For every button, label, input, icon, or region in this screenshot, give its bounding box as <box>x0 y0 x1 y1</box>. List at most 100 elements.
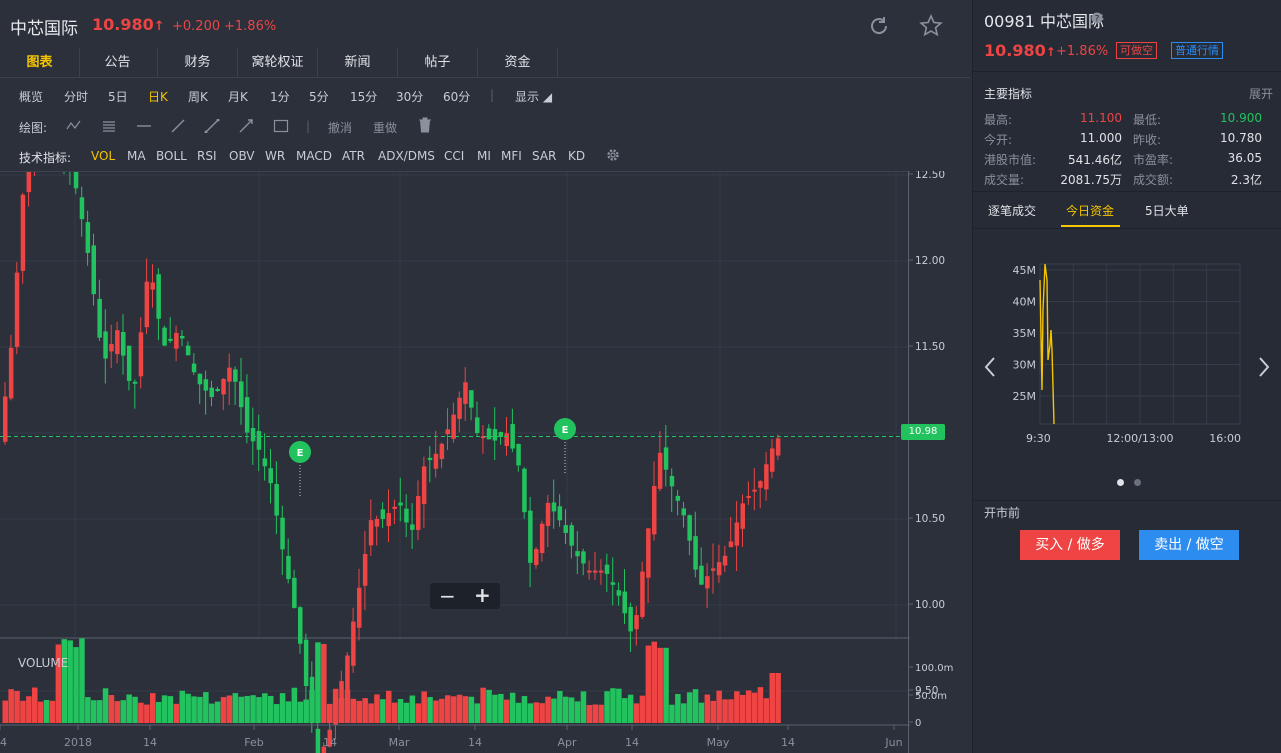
tab-posts[interactable]: 帖子 <box>398 48 478 78</box>
lines-tool-icon[interactable] <box>101 119 117 133</box>
period-5min[interactable]: 5分 <box>309 90 329 104</box>
volume-bar <box>734 691 740 723</box>
star-icon[interactable] <box>919 14 943 38</box>
period-daily-k[interactable]: 日K <box>148 90 168 104</box>
horizontal-line-icon[interactable] <box>136 119 152 133</box>
volume-bar <box>138 702 144 723</box>
indicator-mfi[interactable]: MFI <box>501 149 522 163</box>
buy-button[interactable]: 买入 / 做多 <box>1020 530 1120 560</box>
volume-bar <box>403 702 410 723</box>
tab-financials[interactable]: 财务 <box>158 48 238 78</box>
rectangle-tool-icon[interactable] <box>273 119 289 133</box>
volume-bar <box>150 693 156 723</box>
period-weekly-k[interactable]: 周K <box>188 90 208 104</box>
volume-bar <box>586 704 593 723</box>
candle-body <box>598 570 604 573</box>
y-tick-label: 12.00 <box>915 255 945 267</box>
mini-y-label: 40M <box>1013 296 1037 309</box>
tab-chart[interactable]: 图表 <box>0 48 80 78</box>
refresh-icon[interactable] <box>868 15 890 37</box>
quote-level-badge[interactable]: 普通行情 <box>1171 42 1223 59</box>
x-tick-label: Jun <box>884 736 902 749</box>
candle-body <box>516 443 521 466</box>
carousel-dot-active[interactable] <box>1117 479 1124 486</box>
volume-bar <box>409 695 416 723</box>
tab-news[interactable]: 新闻 <box>318 48 398 78</box>
period-overview[interactable]: 概览 <box>19 90 44 104</box>
indicator-macd[interactable]: MACD <box>296 149 332 163</box>
candle-body <box>593 570 598 573</box>
period-1min[interactable]: 1分 <box>270 90 290 104</box>
short-badge[interactable]: 可做空 <box>1116 42 1157 59</box>
volume-bar <box>427 697 433 723</box>
subtab-today-funds[interactable]: 今日资金 <box>1066 204 1115 218</box>
price-change: +0.200 <box>172 19 221 34</box>
zoom-in-button[interactable]: + <box>474 583 491 607</box>
candle-body <box>587 570 592 573</box>
period-30min[interactable]: 30分 <box>396 90 424 104</box>
tab-warrants[interactable]: 窝轮权证 <box>238 48 318 78</box>
sidebar-price: 10.980↑ <box>984 41 1056 60</box>
undo-button[interactable]: 撤消 <box>328 121 353 135</box>
tab-announcements[interactable]: 公告 <box>78 48 158 78</box>
polyline-tool-icon[interactable] <box>66 119 82 133</box>
kline-chart[interactable]: E E 14 2018 14 Feb 14 Mar 14 Apr 14 May 14 Jun VOLUME… <box>0 171 910 753</box>
candle-body <box>657 452 663 489</box>
chevron-left-icon[interactable] <box>983 356 997 378</box>
indicator-mi[interactable]: MI <box>477 149 491 163</box>
period-15min[interactable]: 15分 <box>350 90 378 104</box>
subtab-trades[interactable]: 逐笔成交 <box>988 204 1037 218</box>
volume-bar <box>144 704 150 723</box>
candle-body <box>398 502 403 506</box>
kline-canvas[interactable]: E E 14 2018 14 Feb 14 Mar 14 Apr 14 May 14 Jun <box>0 172 910 753</box>
redo-button[interactable]: 重做 <box>373 121 398 135</box>
candle-body <box>557 506 563 521</box>
candle-body <box>103 331 108 359</box>
event-marker-label: E <box>297 448 304 459</box>
volume-bar <box>622 698 628 723</box>
tab-funds[interactable]: 资金 <box>478 48 558 78</box>
chevron-right-icon[interactable] <box>1257 356 1271 378</box>
indicator-vol[interactable]: VOL <box>91 149 116 163</box>
indicator-atr[interactable]: ATR <box>342 149 365 163</box>
gear-icon[interactable] <box>605 147 621 163</box>
indicator-obv[interactable]: OBV <box>229 149 255 163</box>
candle-body <box>174 332 179 349</box>
ray-tool-icon[interactable] <box>238 119 254 133</box>
volume-bar <box>303 699 309 723</box>
carousel-dot[interactable] <box>1134 479 1141 486</box>
stat-value: 10.780 <box>1220 131 1262 145</box>
indicator-wr[interactable]: WR <box>265 149 286 163</box>
candle-body <box>634 615 639 630</box>
indicator-adx[interactable]: ADX/DMS <box>378 149 435 163</box>
volume-bar <box>43 699 50 723</box>
subtab-5day-large[interactable]: 5日大单 <box>1145 204 1189 218</box>
trend-line-icon[interactable] <box>170 119 186 133</box>
indicator-cci[interactable]: CCI <box>444 149 465 163</box>
candle-body <box>551 502 557 512</box>
volume-bar <box>155 701 162 723</box>
candle-body <box>463 382 468 404</box>
period-intraday[interactable]: 分时 <box>64 90 89 104</box>
display-dropdown[interactable]: 显示 ◢ <box>515 90 553 104</box>
indicator-rsi[interactable]: RSI <box>197 149 217 163</box>
expand-link[interactable]: 展开 <box>1249 87 1274 101</box>
indicator-boll[interactable]: BOLL <box>156 149 187 163</box>
volume-bar <box>350 698 357 723</box>
volume-bar <box>285 701 292 723</box>
mini-y-label: 30M <box>1013 359 1037 372</box>
indicator-sar[interactable]: SAR <box>532 149 557 163</box>
candle-body <box>191 363 197 373</box>
indicator-kd[interactable]: KD <box>568 149 586 163</box>
period-monthly-k[interactable]: 月K <box>228 90 248 104</box>
sell-button[interactable]: 卖出 / 做空 <box>1139 530 1239 560</box>
help-icon[interactable]: ? <box>1091 12 1103 24</box>
indicator-ma[interactable]: MA <box>127 149 146 163</box>
candle-body <box>203 379 209 391</box>
period-5day[interactable]: 5日 <box>108 90 128 104</box>
segment-tool-icon[interactable] <box>204 119 220 133</box>
period-60min[interactable]: 60分 <box>443 90 471 104</box>
candle-body <box>380 509 386 519</box>
trash-icon[interactable] <box>418 117 432 133</box>
zoom-out-button[interactable]: − <box>439 584 456 608</box>
